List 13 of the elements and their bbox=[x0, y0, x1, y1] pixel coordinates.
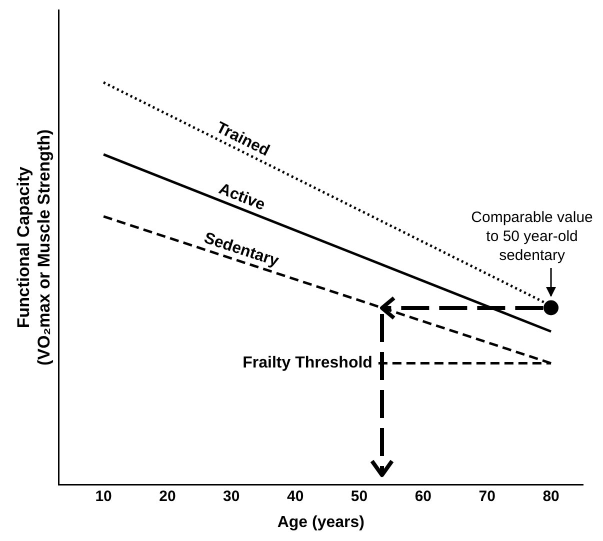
x-axis-title: Age (years) bbox=[277, 514, 364, 531]
x-tick-label: 10 bbox=[95, 488, 112, 505]
x-tick-label: 70 bbox=[478, 488, 496, 505]
x-tick-label: 40 bbox=[286, 488, 304, 505]
text: Active bbox=[216, 180, 268, 214]
x-tick-label: 50 bbox=[350, 488, 368, 505]
x-tick-label: 30 bbox=[223, 488, 240, 505]
x-tick-label: 80 bbox=[542, 488, 560, 505]
y-axis-title: Functional Capacity (VO₂max or Muscle Strength) bbox=[14, 129, 54, 366]
series-label: Frailty Threshold bbox=[242, 354, 372, 372]
x-tick-label: 20 bbox=[159, 488, 176, 505]
x-tick-label: 60 bbox=[414, 488, 432, 505]
note: Comparable value to 50 year-old sedentary bbox=[470, 208, 594, 265]
